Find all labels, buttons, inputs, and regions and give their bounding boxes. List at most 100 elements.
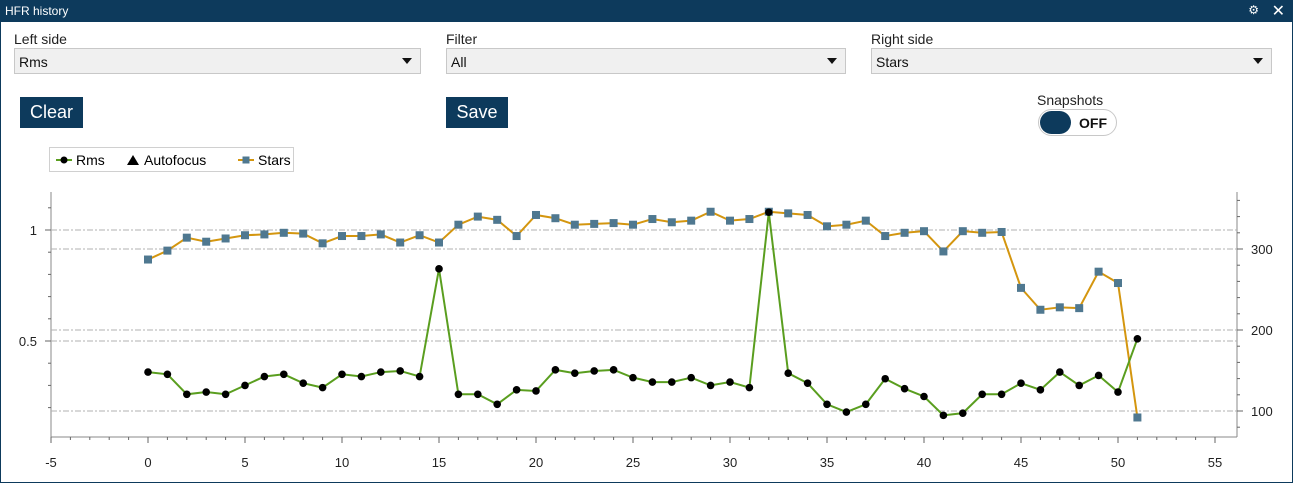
rms-point [280, 370, 288, 379]
x-tick-label: 20 [529, 455, 543, 470]
snapshots-state: OFF [1079, 115, 1107, 131]
stars-point [861, 216, 870, 225]
rms-point [144, 368, 152, 376]
close-icon[interactable]: ✕ [1271, 3, 1285, 20]
stars-point [881, 232, 890, 241]
stars-point [997, 227, 1006, 236]
stars-point [202, 237, 211, 246]
rms-point [881, 374, 889, 383]
rms-point [338, 370, 346, 379]
stars-point [338, 232, 346, 241]
stars-point [435, 238, 443, 247]
stars-point [182, 233, 191, 242]
stars-point [570, 220, 579, 229]
left-tick-label: 1 [30, 223, 37, 238]
rms-point [260, 372, 269, 381]
rms-point [377, 368, 385, 376]
window-title: HFR history [5, 4, 69, 18]
rms-point [959, 409, 967, 417]
chevron-down-icon [1253, 58, 1263, 64]
stars-point [144, 255, 152, 264]
stars-point [163, 246, 172, 255]
stars-point [1094, 267, 1103, 276]
stars-point [551, 214, 560, 223]
x-tick-label: 10 [335, 455, 349, 470]
rms-point [978, 390, 986, 399]
rms-point [687, 373, 695, 382]
legend-item-rms: Rms [56, 152, 105, 168]
filter-select[interactable]: All [446, 48, 846, 74]
rms-point [512, 386, 521, 394]
rms-point [415, 372, 424, 381]
rms-point [862, 400, 870, 409]
stars-point [318, 239, 327, 248]
legend-item-autofocus: Autofocus [126, 152, 206, 168]
left-side-select[interactable]: Rms [14, 48, 421, 74]
clear-button[interactable]: Clear [20, 97, 83, 128]
rms-point [396, 367, 405, 375]
rms-point [939, 411, 948, 420]
stars-point [1075, 304, 1084, 313]
right-side-select[interactable]: Stars [871, 48, 1272, 74]
rms-point [706, 381, 715, 390]
stars-point [745, 215, 754, 224]
x-tick-label: 50 [1111, 455, 1125, 470]
stars-point [376, 230, 385, 239]
right-tick-label: 300 [1251, 242, 1273, 257]
stars-point [842, 220, 851, 229]
rms-point [842, 408, 851, 416]
rms-point [1094, 371, 1103, 380]
rms-point [726, 378, 734, 386]
legend-autofocus-label: Autofocus [144, 152, 207, 168]
legend-stars-label: Stars [258, 152, 291, 168]
rms-point [454, 390, 463, 399]
settings-gear-icon[interactable]: ⚙ [1248, 3, 1259, 17]
rms-point [629, 373, 637, 382]
stars-point [726, 216, 734, 225]
right-tick-label: 200 [1251, 323, 1273, 338]
stars-point [415, 231, 424, 240]
rms-legend-marker-icon [56, 156, 72, 164]
rms-series-line [147, 212, 1139, 417]
stars-legend-marker-icon [238, 156, 254, 164]
rms-point [299, 379, 308, 387]
stars-series-line [147, 210, 1139, 418]
stars-point [920, 227, 928, 236]
rms-point [1075, 381, 1083, 390]
chevron-down-icon [402, 58, 412, 64]
stars-point [900, 228, 909, 237]
title-bar: HFR history ⚙ ✕ [0, 0, 1293, 22]
stars-point [532, 210, 540, 219]
rms-point [163, 370, 172, 379]
rms-point [202, 388, 210, 396]
x-tick-label: -5 [45, 455, 57, 470]
left-side-value: Rms [19, 54, 48, 70]
rms-point [474, 390, 482, 399]
rms-point [1036, 386, 1045, 394]
x-tick-label: 25 [626, 455, 640, 470]
rms-point [221, 390, 230, 399]
right-tick-label: 100 [1251, 404, 1273, 419]
left-tick-label: 0.5 [19, 334, 37, 349]
stars-point [958, 227, 967, 236]
legend-rms-label: Rms [76, 152, 105, 168]
rms-point [183, 390, 191, 399]
stars-point [357, 232, 366, 241]
rms-point [920, 392, 928, 401]
rms-point [571, 369, 579, 377]
rms-point [745, 383, 754, 392]
rms-point [609, 366, 618, 374]
rms-point [1056, 368, 1064, 376]
x-tick-label: 40 [917, 455, 931, 470]
rms-point [784, 369, 792, 377]
stars-point [687, 216, 696, 225]
filter-label: Filter [446, 31, 478, 47]
stars-point [1055, 303, 1064, 312]
stars-point [396, 238, 405, 247]
save-button[interactable]: Save [446, 97, 508, 128]
legend-item-stars: Stars [238, 152, 291, 168]
x-tick-label: 0 [144, 455, 151, 470]
snapshots-toggle[interactable]: OFF [1038, 109, 1117, 136]
right-side-label: Right side [871, 31, 934, 47]
